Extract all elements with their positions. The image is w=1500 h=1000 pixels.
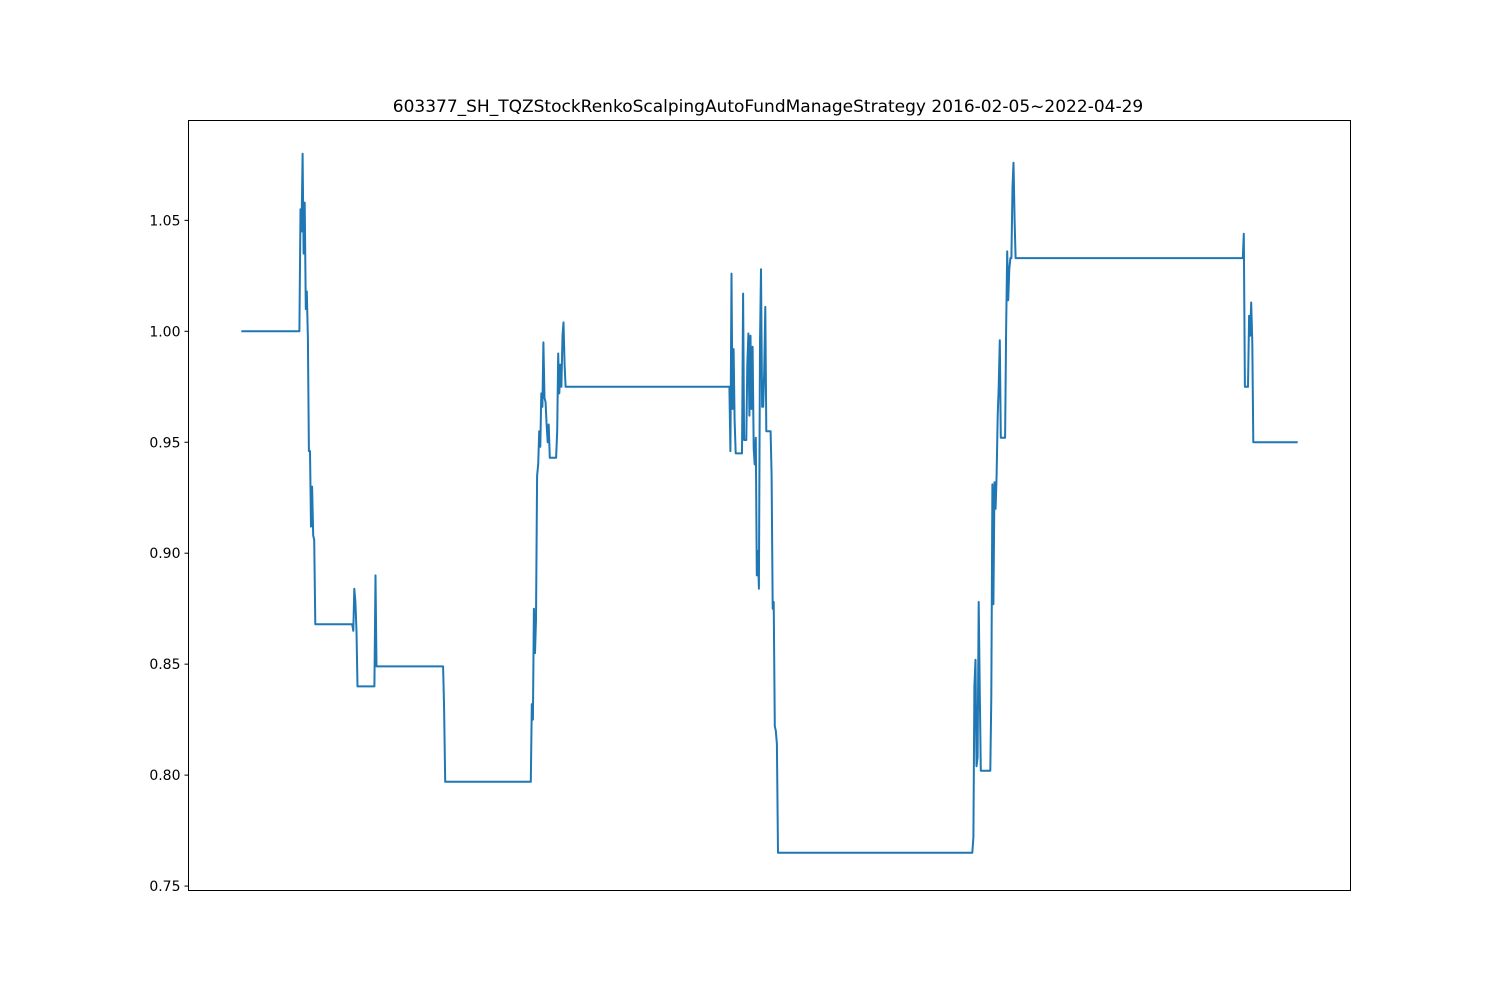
y-tick-label: 0.75 [149, 879, 180, 895]
plot-frame [188, 120, 1351, 891]
y-tick-label: 1.05 [149, 213, 180, 229]
y-tick-label: 0.95 [149, 435, 180, 451]
y-tick-label: 0.85 [149, 657, 180, 673]
y-tick-label: 1.00 [149, 324, 180, 340]
y-axis: 0.75 0.80 0.85 0.90 0.95 1.00 1.05 [149, 213, 189, 895]
series-line [241, 152, 1298, 854]
y-tick-label: 0.90 [149, 546, 180, 562]
y-tick-label: 0.80 [149, 768, 180, 784]
plot-area [241, 152, 1298, 854]
chart-title: 603377_SH_TQZStockRenkoScalpingAutoFundM… [393, 97, 1143, 117]
